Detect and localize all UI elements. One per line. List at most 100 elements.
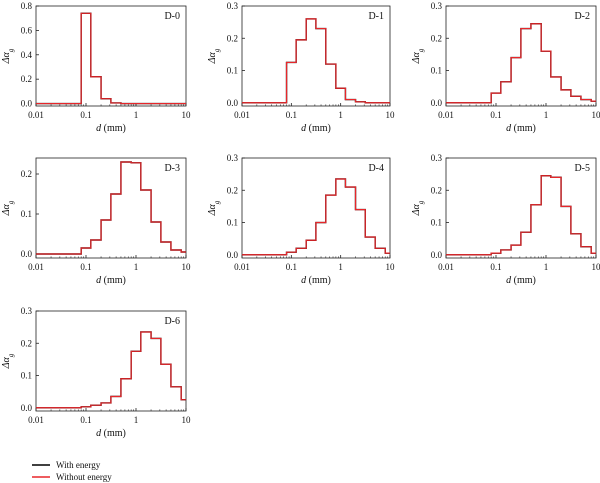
plot-frame	[35, 157, 187, 259]
x-tick-label: 0.01	[28, 110, 44, 120]
panel-label: D-0	[164, 11, 180, 22]
series-line-without-energy	[242, 18, 390, 104]
y-tick-label: 0.3	[21, 306, 33, 316]
plot-frame	[35, 5, 187, 107]
x-tick-label: 0.1	[80, 415, 91, 425]
panel-d-3: D-3 0.0 0.1 0.2 0.01 0.1 1 10 d (mm) Δαg	[1, 157, 192, 286]
legend-label-without-energy: Without energy	[56, 472, 112, 482]
series-line-with-energy	[242, 178, 390, 256]
y-tick-label: 0.1	[431, 66, 442, 76]
y-tick-label: 0.1	[431, 218, 442, 228]
x-axis-label: d (mm)	[506, 123, 536, 134]
series-line-with-energy	[242, 18, 390, 104]
x-tick-label: 0.1	[490, 262, 501, 272]
panel-label: D-3	[164, 163, 180, 174]
x-tick-label: 10	[592, 110, 600, 120]
y-axis-label: Δαg	[411, 48, 425, 64]
x-tick-label: 0.01	[28, 415, 44, 425]
x-axis-label: d (mm)	[96, 275, 126, 286]
panel-d-6: D-6 0.0 0.1 0.2 0.3 0.01 0.1 1 10 d (mm) Δαg	[1, 306, 191, 439]
y-axis-label: Δαg	[207, 200, 221, 216]
y-axis-label: Δαg	[1, 353, 15, 369]
legend: With energy Without energy	[32, 460, 112, 482]
panel-label: D-6	[164, 316, 180, 327]
x-tick-label: 1	[134, 110, 139, 120]
x-axis-label: d (mm)	[96, 428, 126, 439]
x-tick-label: 1	[544, 110, 549, 120]
panel-label: D-1	[368, 11, 384, 22]
x-axis-label: d (mm)	[301, 123, 331, 134]
y-tick-label: 0.2	[21, 169, 32, 179]
x-tick-label: 10	[386, 262, 396, 272]
y-axis-label: Δαg	[1, 200, 15, 216]
panel-d-1: D-1 0.0 0.1 0.2 0.3 0.01 0.1 1 10 d (mm) Δαg	[207, 1, 395, 134]
x-tick-label: 0.1	[286, 110, 297, 120]
y-tick-label: 0.2	[431, 185, 442, 195]
y-tick-label: 0.2	[227, 33, 238, 43]
y-tick-label: 0.2	[21, 74, 32, 84]
y-axis-label: Δαg	[1, 48, 15, 64]
plot-frame	[445, 157, 597, 259]
y-tick-label: 0.2	[431, 33, 442, 43]
x-tick-label: 1	[134, 262, 139, 272]
x-tick-label: 10	[386, 110, 396, 120]
x-tick-label: 1	[338, 262, 343, 272]
panels-group: D-00.00.20.40.60.80.01 0.1 1 10d (mm)ΔαgD-1…	[1, 1, 600, 439]
y-tick-label: 0.3	[431, 1, 443, 11]
y-tick-label: 0.0	[227, 98, 239, 108]
x-tick-label: 0.01	[438, 110, 454, 120]
plot-frame	[445, 5, 597, 107]
x-axis-label: d (mm)	[506, 275, 536, 286]
panel-label: D-4	[368, 163, 384, 174]
panel-d-4: D-4 0.0 0.1 0.2 0.3 0.01 0.1 1 10 d (mm) Δαg	[207, 153, 395, 286]
x-tick-label: 1	[338, 110, 343, 120]
x-tick-label: 10	[182, 262, 192, 272]
x-tick-label: 0.1	[490, 110, 501, 120]
y-axis-label: Δαg	[411, 200, 425, 216]
y-tick-label: 0.3	[431, 153, 443, 163]
x-tick-label: 0.01	[234, 110, 250, 120]
x-tick-label: 1	[544, 262, 549, 272]
y-tick-label: 0.1	[21, 209, 32, 219]
x-tick-label: 10	[592, 262, 600, 272]
y-tick-label: 0.1	[227, 218, 238, 228]
series-line-with-energy	[36, 12, 186, 105]
y-tick-label: 0.0	[431, 250, 443, 260]
x-tick-label: 0.1	[80, 110, 91, 120]
y-tick-label: 0.2	[21, 338, 32, 348]
y-tick-label: 0.0	[21, 403, 33, 413]
x-tick-label: 0.1	[80, 262, 91, 272]
series-line-without-energy	[446, 175, 596, 256]
series-line-without-energy	[446, 23, 596, 104]
y-axis-label: Δαg	[207, 48, 221, 64]
y-tick-label: 0.4	[21, 50, 33, 60]
series-line-without-energy	[36, 161, 186, 255]
y-tick-label: 0.0	[21, 99, 33, 109]
x-tick-label: 0.01	[234, 262, 250, 272]
panel-d-5: D-5 0.0 0.1 0.2 0.3 0.01 0.1 1 10 d (mm) Δαg	[411, 153, 600, 286]
panel-label: D-2	[574, 11, 590, 22]
x-tick-label: 10	[182, 415, 192, 425]
panel-d-2: D-2 0.0 0.1 0.2 0.3 0.01 0.1 1 10 d (mm) Δαg	[411, 1, 600, 134]
y-tick-label: 0.3	[227, 153, 239, 163]
y-tick-label: 0.0	[431, 98, 443, 108]
x-tick-label: 1	[134, 415, 139, 425]
series-line-without-energy	[36, 331, 186, 409]
y-tick-label: 0.1	[227, 66, 238, 76]
panel-d-0: D-0 0.0 0.2 0.4 0.6 0.8 0.01 0.1 1 10 d (mm) Δαg	[1, 1, 191, 134]
legend-label-with-energy: With energy	[56, 460, 101, 470]
x-tick-label: 0.01	[28, 262, 44, 272]
plot-frame	[35, 310, 187, 412]
y-tick-label: 0.1	[21, 371, 32, 381]
y-tick-label: 0.0	[21, 249, 33, 259]
x-tick-label: 0.01	[438, 262, 454, 272]
x-axis-label: d (mm)	[301, 275, 331, 286]
series-line-without-energy	[36, 12, 186, 105]
series-line-without-energy	[242, 178, 390, 256]
y-tick-label: 0.6	[21, 25, 33, 35]
y-tick-label: 0.8	[21, 1, 33, 11]
plot-frame	[241, 157, 391, 259]
y-tick-label: 0.0	[227, 250, 239, 260]
x-tick-label: 0.1	[286, 262, 297, 272]
x-tick-label: 10	[182, 110, 192, 120]
